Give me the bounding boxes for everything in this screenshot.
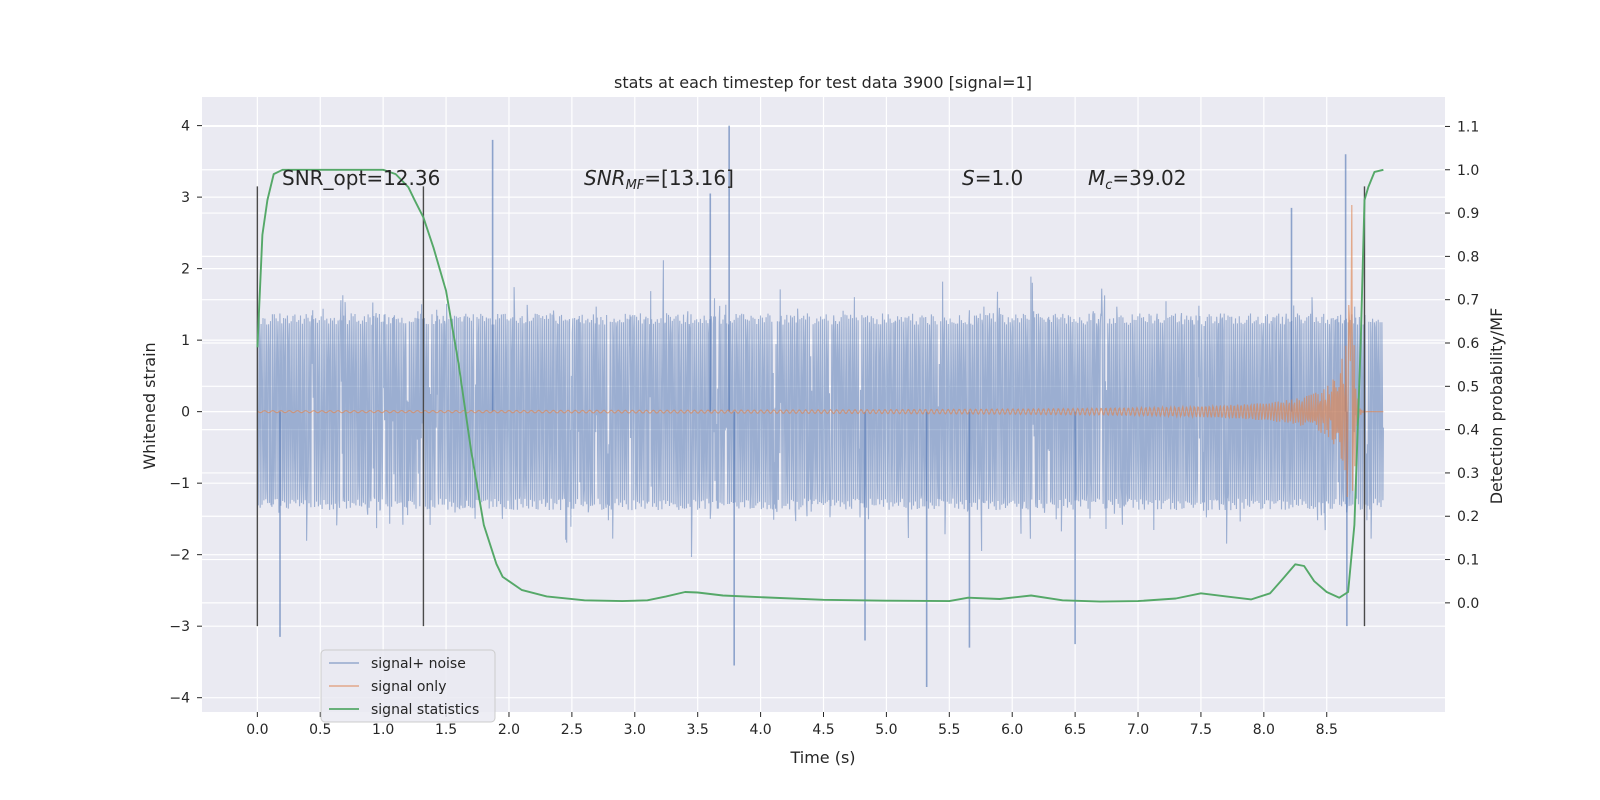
y2-tick-label-2: 0.9 [1457, 206, 1479, 222]
y-axis-label: Whitened strain [140, 342, 159, 469]
chart-title: stats at each timestep for test data 390… [614, 73, 1032, 92]
x-tick-label-6: 3.0 [624, 722, 646, 738]
signal-only-trace [257, 204, 1384, 498]
y2-axis-label: Detection probability/MF [1487, 308, 1506, 505]
signal-noise-series [256, 125, 1384, 687]
x-tick-label-3: 1.5 [435, 722, 457, 738]
mc-value: =39.02 [1112, 166, 1186, 190]
x-tick-label-13: 6.5 [1064, 722, 1086, 738]
x-tick-labels: 0.0 0.5 1.0 1.5 2.0 2.5 3.0 3.5 4.0 4.5 5.0 5.5 6.0 6… [246, 712, 1338, 738]
y-tick-labels: 4 3 2 1 0 −1 −2 −3 −4 [169, 119, 202, 707]
y-tick-label-3: 1 [181, 333, 190, 349]
s-base: S [962, 166, 975, 190]
y-tick-label-7: −3 [169, 619, 190, 635]
snr-opt-annotation: SNR_opt=12.36 [282, 166, 440, 190]
snr-mf-base: SNR [584, 166, 626, 190]
x-tick-label-10: 5.0 [875, 722, 897, 738]
y-tick-label-5: −1 [169, 476, 190, 492]
legend-label-signal-only: signal only [371, 679, 446, 695]
y2-tick-labels: 1.1 1.0 0.9 0.8 0.7 0.6 0.5 0.4 0.3 0.2 0.1 0.0 [1445, 119, 1479, 612]
y2-tick-label-5: 0.6 [1457, 336, 1479, 352]
x-tick-label-5: 2.5 [561, 722, 583, 738]
snr-mf-value: =[13.16] [644, 166, 734, 190]
y2-tick-label-10: 0.1 [1457, 553, 1479, 569]
x-tick-label-11: 5.5 [938, 722, 960, 738]
y2-tick-label-8: 0.3 [1457, 466, 1479, 482]
y2-tick-label-11: 0.0 [1457, 596, 1479, 612]
x-tick-label-9: 4.5 [812, 722, 834, 738]
legend-label-signal-noise: signal+ noise [371, 656, 466, 672]
y2-tick-label-9: 0.2 [1457, 509, 1479, 525]
mc-base: M [1088, 166, 1105, 190]
y-tick-label-0: 4 [181, 119, 190, 135]
y-tick-label-4: 0 [181, 405, 190, 421]
vertical-markers [256, 186, 1366, 627]
signal-statistics-line [256, 168, 1384, 603]
x-tick-label-0: 0.0 [246, 722, 268, 738]
signal-noise-trace [256, 260, 1384, 558]
y2-tick-label-0: 1.1 [1457, 119, 1479, 135]
s-annotation: S=1.0 [962, 166, 1023, 190]
x-tick-label-1: 0.5 [309, 722, 331, 738]
y-tick-label-1: 3 [181, 190, 190, 206]
y2-tick-label-1: 1.0 [1457, 163, 1479, 179]
legend-frame [320, 649, 496, 723]
s-value: =1.0 [975, 166, 1024, 190]
mc-sub: c [1105, 178, 1112, 193]
y-tick-label-6: −2 [169, 548, 190, 564]
y2-tick-label-7: 0.4 [1457, 423, 1479, 439]
signal-statistics-series [256, 168, 1384, 603]
x-tick-label-7: 3.5 [687, 722, 709, 738]
y2-tick-label-4: 0.7 [1457, 293, 1479, 309]
signal-only-series [257, 204, 1384, 498]
x-tick-label-14: 7.0 [1127, 722, 1149, 738]
x-tick-label-15: 7.5 [1190, 722, 1212, 738]
x-tick-label-8: 4.0 [749, 722, 771, 738]
x-tick-label-16: 8.0 [1253, 722, 1275, 738]
snr-mf-sub: MF [626, 178, 645, 193]
snr-mf-annotation: SNRMF=[13.16] [584, 166, 734, 193]
x-tick-label-17: 8.5 [1316, 722, 1338, 738]
x-tick-label-12: 6.0 [1001, 722, 1023, 738]
y2-tick-label-3: 0.8 [1457, 249, 1479, 265]
x-axis-label: Time (s) [789, 748, 855, 767]
y2-tick-label-6: 0.5 [1457, 379, 1479, 395]
mc-annotation: Mc=39.02 [1088, 166, 1186, 193]
legend-label-signal-statistics: signal statistics [371, 702, 479, 718]
x-tick-label-4: 2.0 [498, 722, 520, 738]
legend: signal+ noise signal only signal statist… [320, 649, 496, 723]
y-tick-label-2: 2 [181, 262, 190, 278]
x-tick-label-2: 1.0 [372, 722, 394, 738]
y-tick-label-8: −4 [169, 691, 190, 707]
